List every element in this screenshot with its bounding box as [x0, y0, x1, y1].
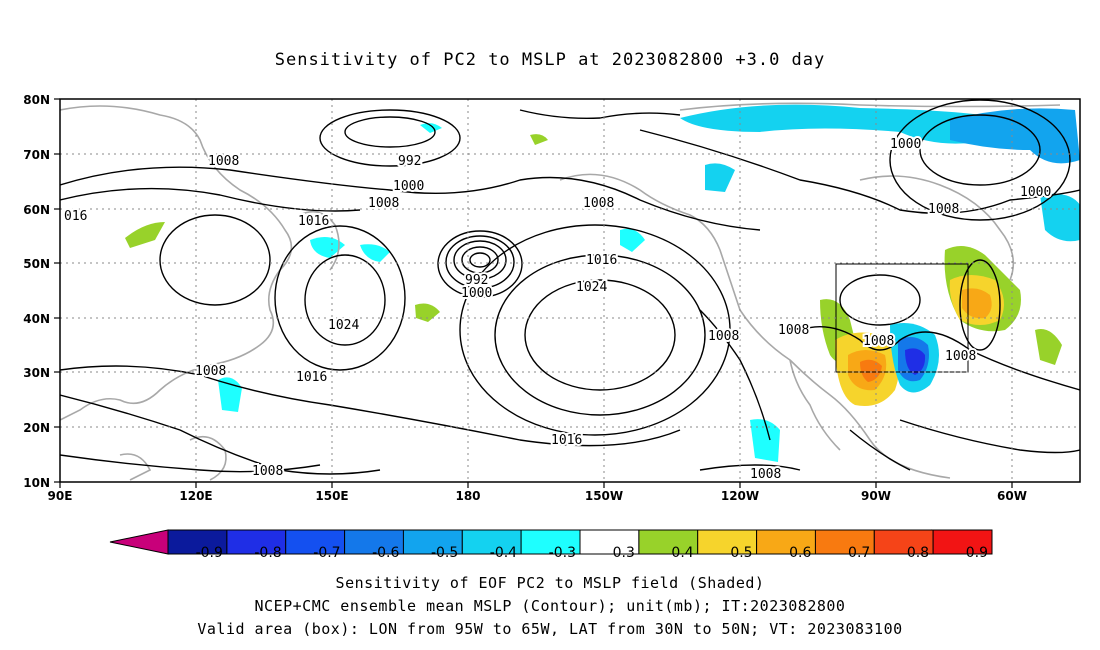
- colorbar-cell: [226, 529, 287, 555]
- contour-label: 1008: [195, 364, 226, 379]
- map-title: Sensitivity of PC2 to MSLP at 2023082800…: [274, 50, 826, 70]
- colorbar-label: -0.9: [196, 545, 223, 561]
- contour-label: 1008: [945, 349, 976, 364]
- colorbar-label: -0.3: [549, 545, 576, 561]
- colorbar-label: -0.6: [372, 545, 399, 561]
- lat-labels: 80N 70N 60N 50N 40N 30N 20N 10N: [23, 93, 50, 490]
- contour-label: 1008: [750, 467, 781, 482]
- contour-label: 1008: [778, 323, 809, 338]
- contour-label: 992: [465, 273, 488, 288]
- contour-label: 1008: [368, 196, 399, 211]
- caption-shaded: Sensitivity of EOF PC2 to MSLP field (Sh…: [335, 574, 765, 592]
- contour-label: 1008: [863, 334, 894, 349]
- contour-labels: 1008 992 1000 1008 016 1016 992 1000 102…: [62, 135, 1053, 482]
- lat-label: 30N: [23, 366, 50, 380]
- colorbar-label: -0.8: [254, 545, 281, 561]
- contour-label: 1024: [576, 280, 607, 295]
- mslp-contours: [60, 99, 1080, 475]
- lat-label: 10N: [23, 476, 50, 490]
- colorbar-cell: [579, 529, 640, 555]
- graticule: [60, 99, 1080, 482]
- colorbar-label: 0.9: [966, 545, 988, 561]
- lon-label: 120W: [721, 489, 759, 503]
- contour-label: 1008: [928, 202, 959, 217]
- contour-label: 1016: [296, 370, 327, 385]
- lat-label: 70N: [23, 148, 50, 162]
- colorbar-label: -0.7: [313, 545, 340, 561]
- colorbar-cell: [756, 529, 816, 555]
- contour-label: 1000: [890, 137, 921, 152]
- colorbar-label: 0.4: [671, 545, 693, 561]
- contour-label: 992: [398, 154, 421, 169]
- colorbar-label: 0.3: [613, 545, 635, 561]
- contour-label: 1008: [708, 329, 739, 344]
- colorbar-label: -0.4: [490, 545, 517, 561]
- contour-label: 1008: [252, 464, 283, 479]
- colorbar-label: -0.5: [431, 545, 458, 561]
- lon-label: 60W: [997, 489, 1027, 503]
- colorbar-cell: [520, 529, 581, 555]
- contour-label: 1016: [586, 253, 617, 268]
- lon-label: 180: [455, 489, 480, 503]
- colorbar-cell: [932, 529, 993, 555]
- lon-label: 150E: [315, 489, 348, 503]
- colorbar: -0.9 -0.8 -0.7 -0.6 -0.5 -0.4 -0.3 0.3 0.4 0.5 0.6…: [109, 529, 993, 561]
- lat-label: 60N: [23, 203, 50, 217]
- colorbar-cell: [285, 529, 346, 555]
- colorbar-cell: [814, 529, 875, 555]
- contour-label: 1024: [328, 318, 359, 333]
- colorbar-cell: [638, 529, 699, 555]
- contour-label: 1016: [298, 214, 329, 229]
- lat-label: 20N: [23, 421, 50, 435]
- colorbar-label: 0.5: [730, 545, 752, 561]
- colorbar-cell: [167, 529, 228, 555]
- colorbar-cell: [873, 529, 934, 555]
- axis-ticks: [54, 98, 1013, 488]
- colorbar-label: 0.7: [848, 545, 870, 561]
- lon-label: 90W: [861, 489, 891, 503]
- lon-label: 120E: [179, 489, 212, 503]
- colorbar-cell: [402, 529, 463, 555]
- contour-label: 1000: [393, 179, 424, 194]
- lat-label: 40N: [23, 312, 50, 326]
- caption-valid-area: Valid area (box): LON from 95W to 65W, L…: [197, 620, 903, 638]
- lat-label: 50N: [23, 257, 50, 271]
- contour-label: 1000: [1020, 185, 1051, 200]
- lon-label: 90E: [48, 489, 73, 503]
- lat-label: 80N: [23, 93, 50, 107]
- contour-label: 016: [64, 209, 87, 224]
- lon-labels: 90E 120E 150E 180 150W 120W 90W 60W: [48, 489, 1027, 503]
- contour-label: 1008: [385, 199, 416, 214]
- contour-label: 1008: [583, 196, 614, 211]
- colorbar-cell: [697, 529, 758, 555]
- lon-label: 150W: [585, 489, 623, 503]
- colorbar-label: 0.6: [789, 545, 811, 561]
- contour-label: 1008: [208, 154, 239, 169]
- colorbar-low-arrow: [109, 529, 169, 555]
- contour-label: 1000: [461, 286, 492, 301]
- map-frame: [59, 98, 1081, 483]
- contour-label: 1016: [551, 433, 582, 448]
- colorbar-label: 0.8: [907, 545, 929, 561]
- caption-contour: NCEP+CMC ensemble mean MSLP (Contour); u…: [254, 597, 846, 615]
